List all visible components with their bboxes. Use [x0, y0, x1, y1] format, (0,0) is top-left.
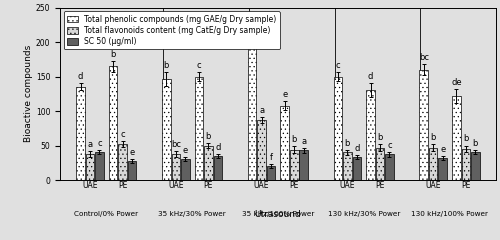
Text: f: f: [270, 153, 272, 162]
Bar: [267, 166, 276, 180]
Bar: [162, 79, 170, 180]
Bar: [280, 106, 289, 180]
Text: 35 kHz/100% Power: 35 kHz/100% Power: [242, 210, 314, 216]
Bar: [352, 157, 361, 180]
Bar: [128, 161, 136, 180]
Bar: [334, 77, 342, 180]
Bar: [429, 148, 438, 180]
Bar: [181, 159, 190, 180]
Bar: [204, 145, 212, 180]
Text: a: a: [88, 140, 92, 149]
Text: 35 kHz/30% Power: 35 kHz/30% Power: [158, 210, 226, 216]
Text: a: a: [259, 106, 264, 114]
Bar: [462, 149, 470, 180]
Text: 130 kHz/100% Power: 130 kHz/100% Power: [411, 210, 488, 216]
Bar: [194, 77, 203, 180]
Text: d: d: [368, 72, 374, 81]
Text: b: b: [206, 132, 211, 141]
Text: d: d: [215, 143, 220, 152]
Text: 130 kHz/30% Power: 130 kHz/30% Power: [328, 210, 400, 216]
Y-axis label: Bioactive compounds: Bioactive compounds: [24, 45, 33, 143]
Bar: [248, 34, 256, 180]
Bar: [86, 154, 94, 180]
Legend: Total phenolic compounds (mg GAE/g Dry sample), Total flavonoids content (mg Cat: Total phenolic compounds (mg GAE/g Dry s…: [64, 12, 280, 49]
Text: d: d: [354, 144, 360, 153]
Text: d: d: [78, 72, 84, 81]
Text: c: c: [196, 61, 202, 70]
Text: b: b: [344, 139, 350, 148]
Text: de: de: [451, 78, 462, 87]
Text: a: a: [250, 19, 254, 28]
Text: c: c: [387, 141, 392, 150]
X-axis label: Utrasound: Utrasound: [254, 210, 302, 219]
Text: bc: bc: [419, 53, 429, 62]
Text: e: e: [282, 90, 288, 99]
Text: Control/0% Power: Control/0% Power: [74, 210, 138, 216]
Text: c: c: [336, 61, 340, 70]
Bar: [300, 150, 308, 180]
Bar: [376, 148, 384, 180]
Text: b: b: [463, 134, 468, 144]
Text: c: c: [120, 130, 125, 139]
Text: e: e: [130, 148, 134, 156]
Bar: [109, 66, 118, 180]
Text: e: e: [182, 146, 188, 155]
Text: b: b: [164, 61, 169, 70]
Bar: [95, 152, 104, 180]
Bar: [438, 158, 447, 180]
Bar: [343, 152, 351, 180]
Bar: [471, 152, 480, 180]
Text: bc: bc: [171, 140, 181, 149]
Text: b: b: [110, 50, 116, 59]
Text: c: c: [97, 139, 102, 148]
Bar: [366, 90, 375, 180]
Bar: [118, 144, 127, 180]
Bar: [258, 120, 266, 180]
Bar: [76, 87, 85, 180]
Bar: [214, 156, 222, 180]
Bar: [420, 70, 428, 180]
Bar: [172, 154, 180, 180]
Bar: [290, 150, 298, 180]
Text: b: b: [430, 133, 436, 142]
Bar: [385, 155, 394, 180]
Text: b: b: [378, 133, 382, 142]
Text: e: e: [440, 145, 446, 154]
Text: a: a: [301, 137, 306, 145]
Text: b: b: [292, 135, 297, 144]
Bar: [452, 96, 460, 180]
Text: b: b: [472, 139, 478, 148]
